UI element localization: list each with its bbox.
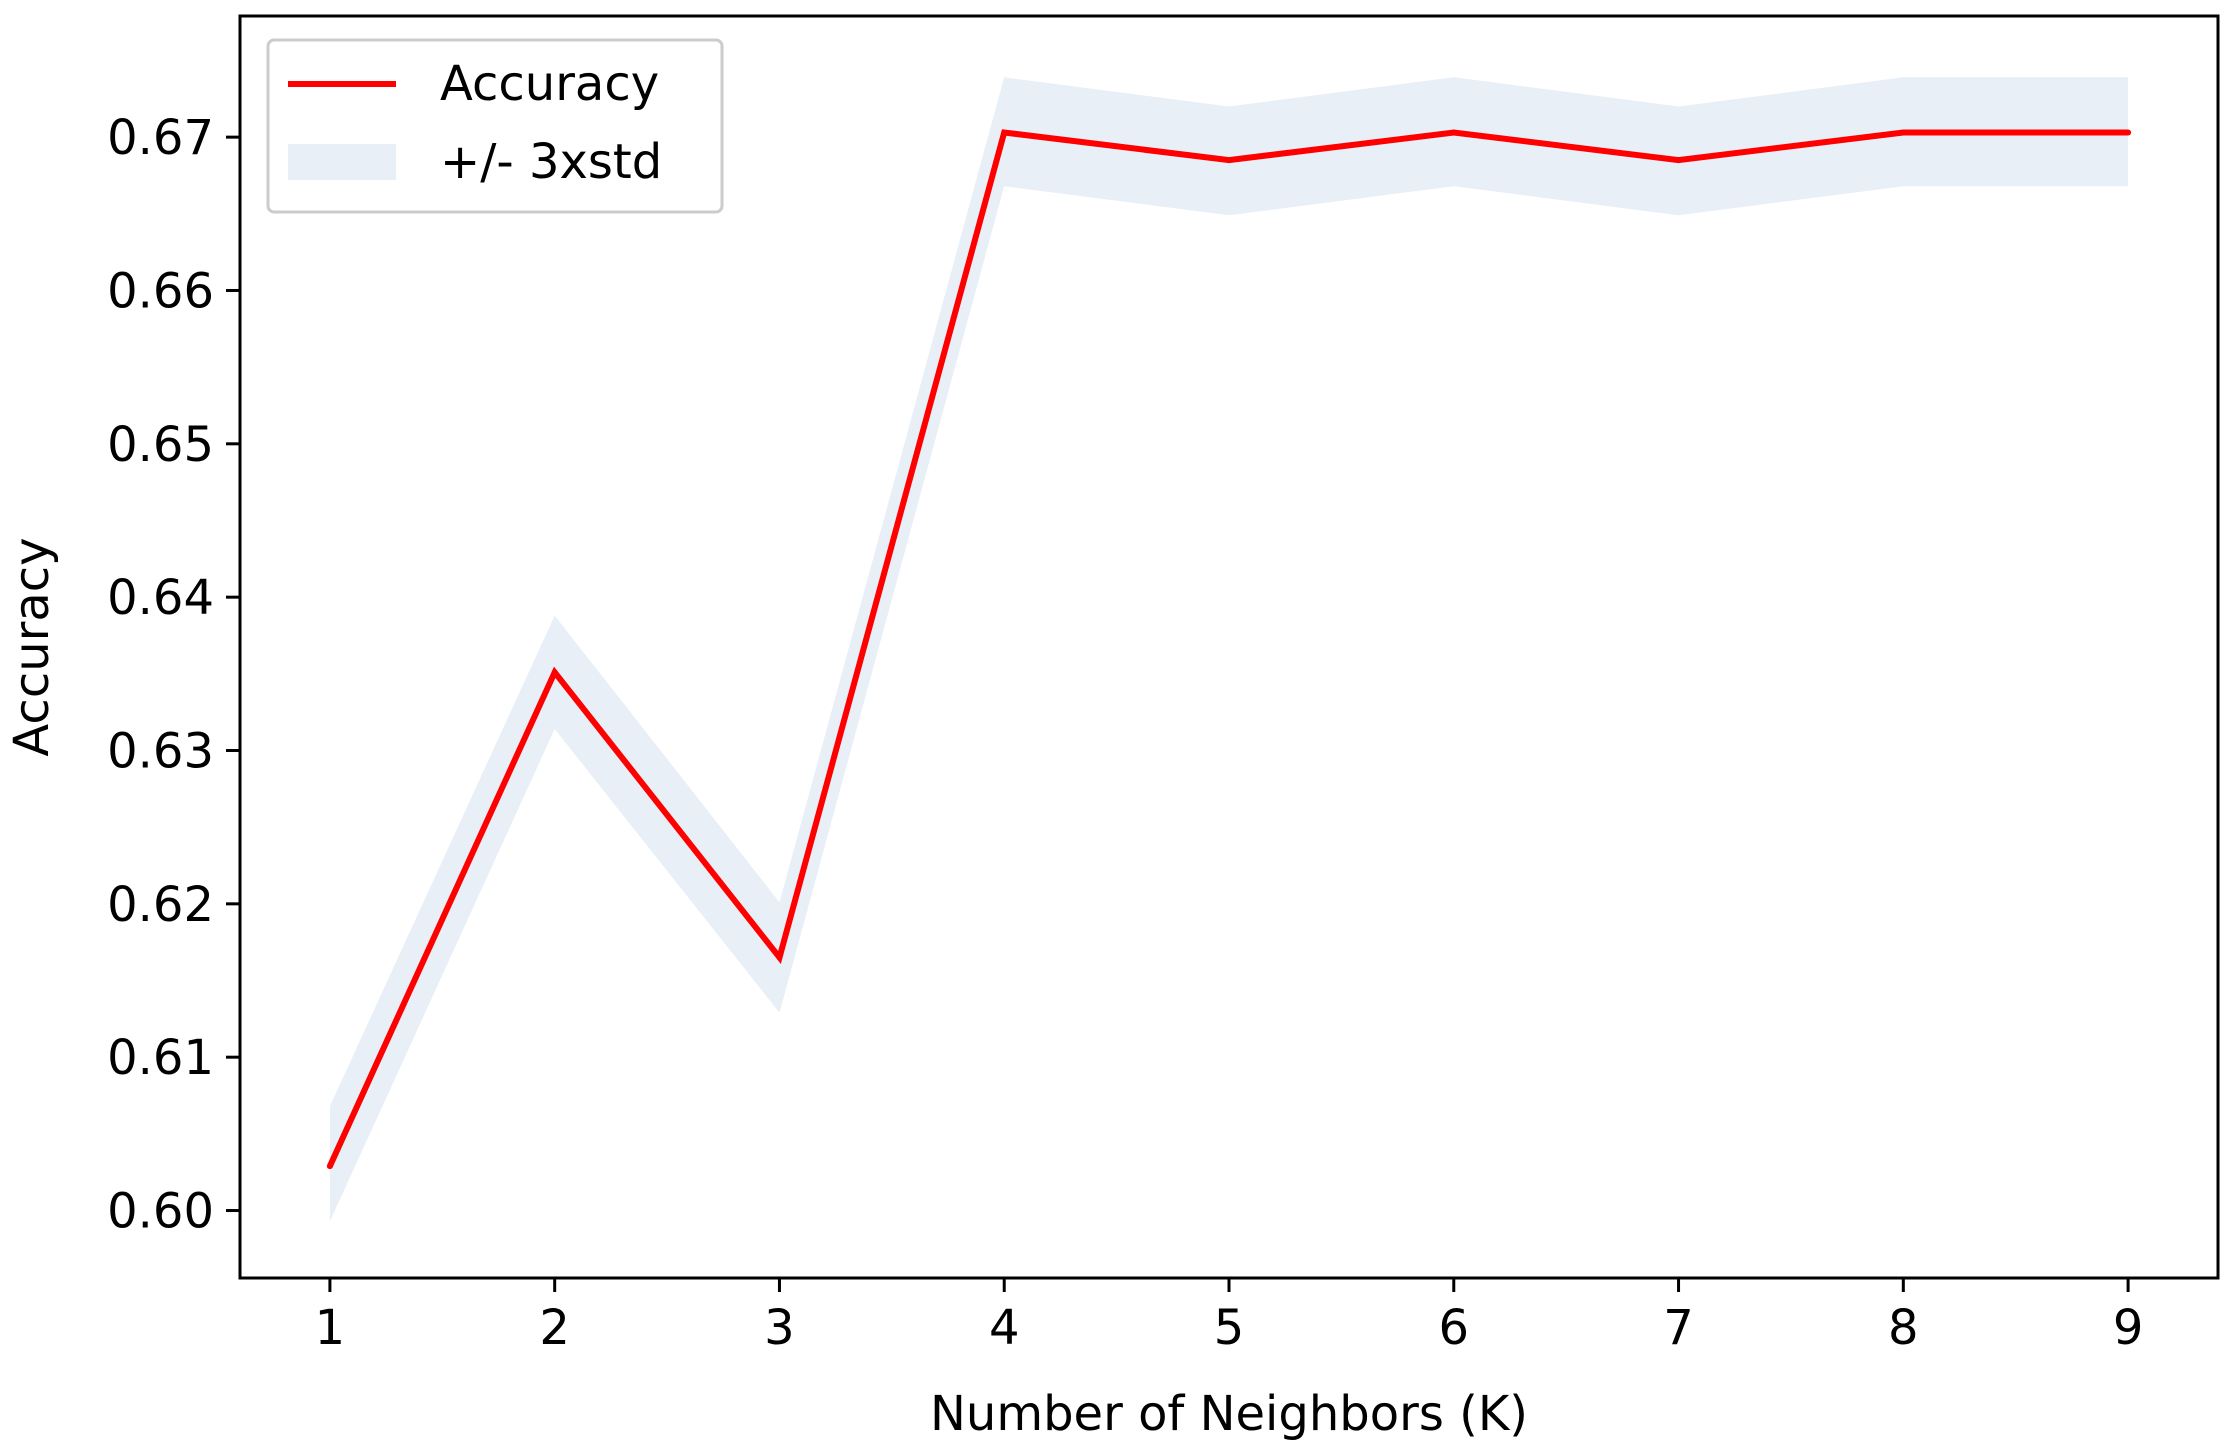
y-tick-label: 0.67	[107, 110, 214, 166]
accuracy-point	[326, 1163, 333, 1170]
x-tick-label: 4	[989, 1300, 1020, 1356]
legend-swatch-band	[288, 144, 396, 180]
x-tick-label: 5	[1214, 1300, 1245, 1356]
accuracy-point	[776, 954, 783, 961]
x-tick-label: 2	[539, 1300, 570, 1356]
legend: Accuracy +/- 3xstd	[266, 38, 724, 214]
accuracy-point	[1001, 129, 1008, 136]
x-tick-label: 8	[1888, 1300, 1919, 1356]
accuracy-point	[1675, 157, 1682, 164]
y-axis-ticks: 0.60 0.61 0.62 0.63 0.64 0.65 0.66 0.67	[107, 110, 240, 1240]
legend-label-band: +/- 3xstd	[440, 134, 662, 190]
x-axis-title: Number of Neighbors (K)	[930, 1386, 1528, 1442]
x-tick-label: 9	[2113, 1300, 2144, 1356]
y-tick-label: 0.64	[107, 570, 214, 626]
x-axis-ticks: 1 2 3 4 5 6 7 8 9	[315, 1278, 2144, 1356]
y-tick-label: 0.61	[107, 1030, 214, 1086]
line-layer	[326, 129, 2132, 1170]
y-tick-label: 0.65	[107, 417, 214, 473]
accuracy-point	[1900, 129, 1907, 136]
accuracy-point	[1450, 129, 1457, 136]
legend-label-accuracy: Accuracy	[440, 56, 659, 112]
std-band	[329, 77, 2129, 1222]
accuracy-point	[1226, 157, 1232, 164]
y-tick-label: 0.63	[107, 724, 214, 780]
x-tick-label: 7	[1663, 1300, 1694, 1356]
band-layer	[329, 77, 2129, 1222]
y-tick-label: 0.62	[107, 877, 214, 933]
x-tick-label: 1	[315, 1300, 346, 1356]
accuracy-point	[2125, 129, 2132, 136]
y-axis-title: Accuracy	[4, 537, 60, 756]
y-tick-label: 0.60	[107, 1184, 214, 1240]
accuracy-point	[551, 669, 558, 676]
x-tick-label: 3	[764, 1300, 795, 1356]
y-tick-label: 0.66	[107, 263, 214, 319]
x-tick-label: 6	[1438, 1300, 1469, 1356]
